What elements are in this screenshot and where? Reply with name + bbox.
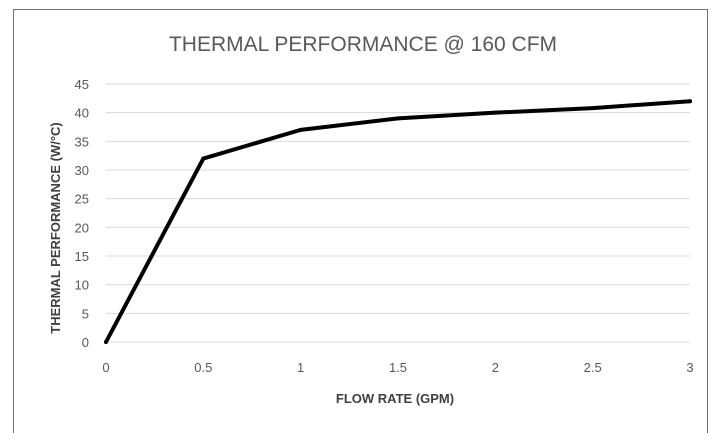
data-point [201,156,206,161]
x-tick-label: 2 [492,360,499,375]
series-layer [104,99,692,344]
y-axis-label: THERMAL PERFORMANCE (W/°C) [48,122,63,334]
y-tick-label: 40 [75,106,89,121]
data-point [104,340,108,344]
y-tick-label: 0 [82,335,89,350]
y-tick-label: 5 [82,306,89,321]
y-axis-ticks: 0 5 10 15 20 25 30 35 40 45 [75,77,89,350]
y-tick-label: 35 [75,134,89,149]
data-point [590,106,595,111]
y-tick-label: 20 [75,220,89,235]
data-point [298,127,303,132]
x-tick-label: 0 [102,360,109,375]
x-tick-label: 1 [297,360,304,375]
x-tick-label: 2.5 [584,360,602,375]
y-tick-label: 25 [75,192,89,207]
gridlines [106,83,690,343]
x-tick-label: 0.5 [194,360,212,375]
y-tick-label: 15 [75,249,89,264]
x-axis-ticks: 0 0.5 1 1.5 2 2.5 3 [102,360,693,375]
chart-title: THERMAL PERFORMANCE @ 160 CFM [169,33,557,56]
data-point [396,116,400,121]
x-tick-label: 1.5 [389,360,407,375]
series-line [104,99,692,344]
y-tick-label: 10 [75,278,89,293]
x-axis-label: FLOW RATE (GPM) [336,391,454,406]
chart-frame [13,9,708,433]
data-point [493,110,498,115]
y-tick-label: 45 [75,77,89,92]
y-tick-label: 30 [75,163,89,178]
x-tick-label: 3 [686,360,693,375]
data-point [688,99,692,104]
